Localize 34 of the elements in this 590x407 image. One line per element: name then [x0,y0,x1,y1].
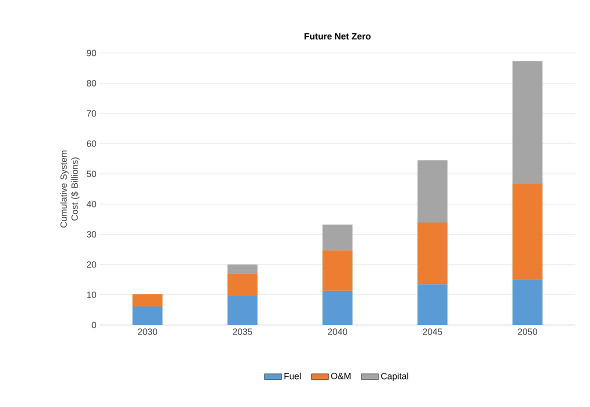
bar [228,274,258,296]
y-tick-label: 40 [86,200,96,208]
bar [418,284,448,325]
bar [418,160,448,223]
x-tick-label: 2045 [422,328,442,335]
x-tick-label: 2035 [232,328,252,335]
bar [132,306,163,325]
y-tick-label: 10 [87,292,96,298]
legend-label: O&M [331,372,350,380]
bar [512,279,542,325]
bar [512,61,542,184]
bar [228,264,258,274]
y-tick-label: 90 [86,50,96,56]
bar [512,183,542,280]
y-tick-label: 30 [86,231,96,238]
bar [228,296,258,325]
x-tick-label: 2040 [328,328,348,335]
bar [322,250,352,291]
bar [418,222,448,284]
y-axis-title: Cumulative System Cost ($ Billions) [60,150,80,228]
bar [132,294,163,307]
y-tick-label: 0 [92,322,96,328]
y-tick-label: 70 [86,110,96,117]
y-tick-label: 50 [86,170,96,178]
legend-label: Fuel [284,372,301,380]
chart-title: Future Net Zero [304,33,371,40]
legend-label: Capital [381,372,408,382]
bar [322,224,352,250]
bar [322,290,352,325]
x-tick-label: 2030 [138,328,158,335]
y-tick-label: 20 [86,261,96,268]
y-tick-label: 80 [86,80,96,86]
x-tick-label: 2050 [518,328,538,335]
y-tick-label: 60 [86,140,96,147]
